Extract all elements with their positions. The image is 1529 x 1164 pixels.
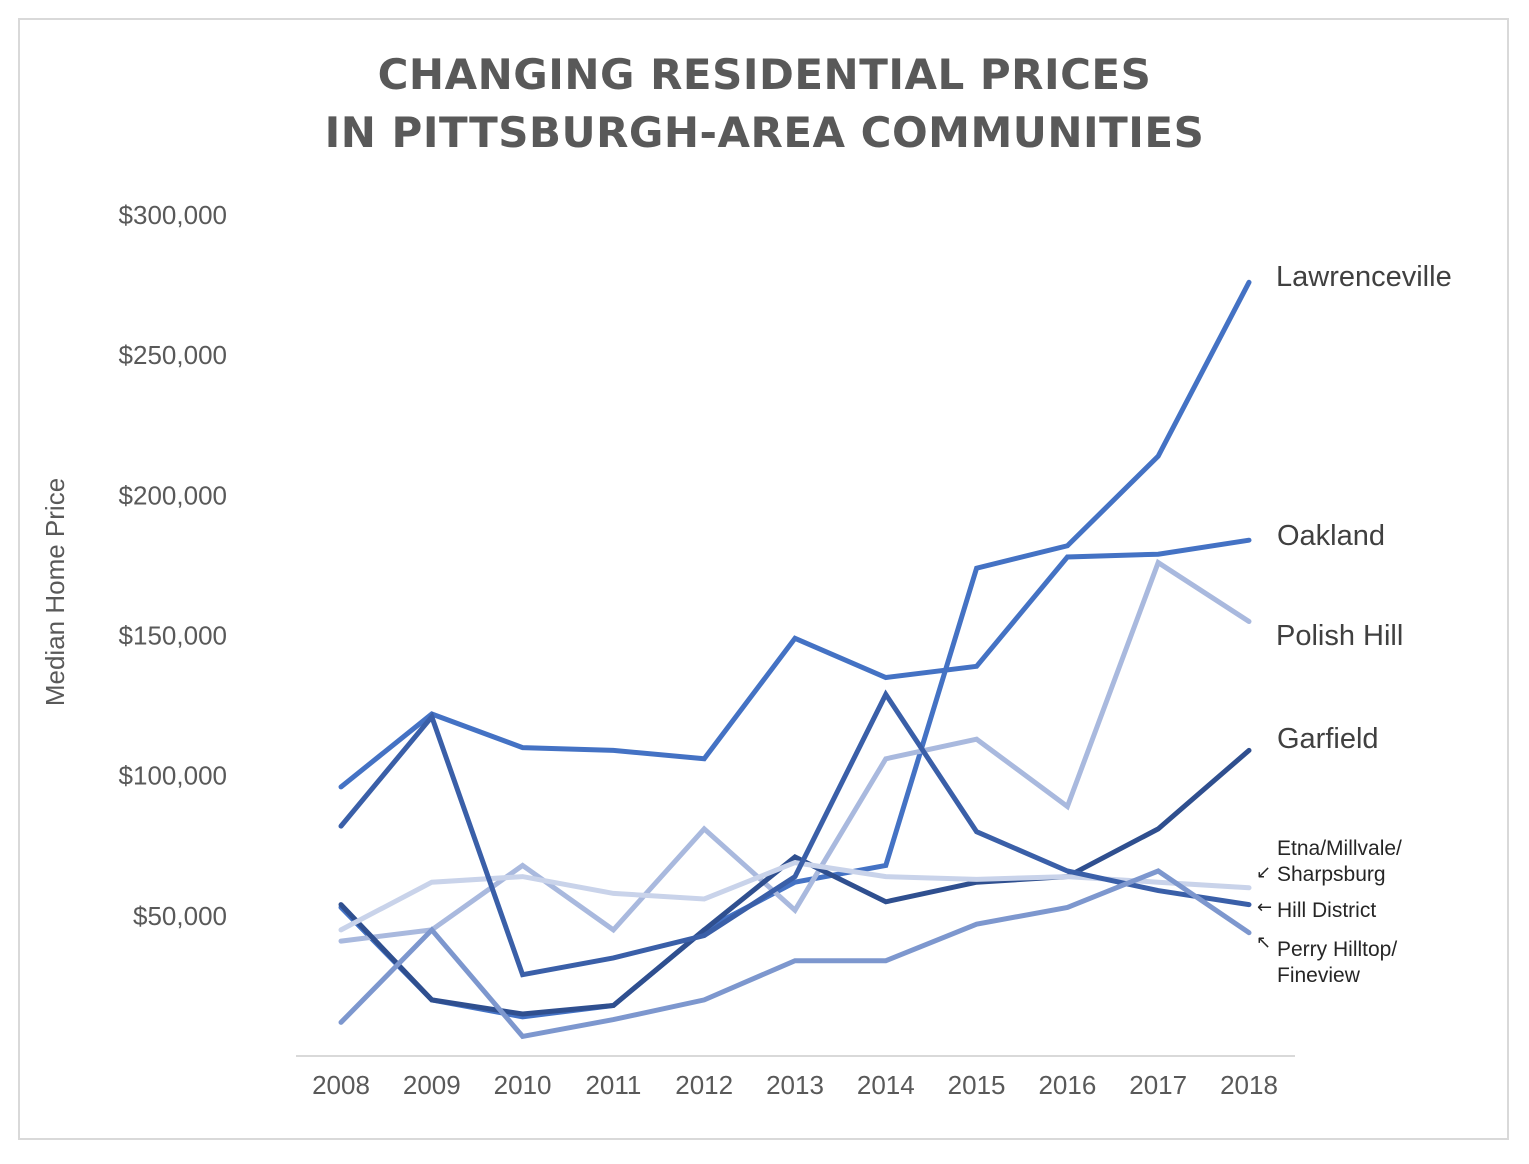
y-tick-label: $200,000 <box>119 480 227 510</box>
y-axis-label-group: Median Home Price <box>40 478 70 706</box>
x-tick-label: 2009 <box>403 1070 461 1100</box>
series-label-hill-district: Hill District <box>1277 899 1376 922</box>
series-line-hill-district <box>338 689 1252 978</box>
chart-title: CHANGING RESIDENTIAL PRICES IN PITTSBURG… <box>0 46 1529 162</box>
series-label-perry-hilltop-fineview: Perry Hilltop/Fineview <box>1277 938 1397 987</box>
x-tick-label: 2016 <box>1038 1070 1096 1100</box>
series-line-garfield <box>338 747 1252 1017</box>
y-tick-label: $300,000 <box>119 200 227 230</box>
x-tick-label: 2012 <box>675 1070 733 1100</box>
y-tick-label: $150,000 <box>119 621 227 651</box>
label-leader-arrow-icon: ↖ <box>1256 932 1271 953</box>
x-axis-ticks: 2008 2009 2010 2011 2012 2013 2014 2015 2016 2017… <box>312 1070 1278 1100</box>
x-tick-label: 2015 <box>948 1070 1006 1100</box>
y-axis-label: Median Home Price <box>40 478 70 706</box>
chart-title-line-1: CHANGING RESIDENTIAL PRICES <box>377 50 1152 99</box>
y-axis-ticks: $50,000 $100,000 $150,000 $200,000 $250,000 $… <box>119 200 227 931</box>
series-line-perry-hilltop-fineview <box>338 868 1252 1040</box>
x-tick-label: 2017 <box>1129 1070 1187 1100</box>
y-tick-label: $100,000 <box>119 761 227 791</box>
label-leader-arrow-icon: ↙ <box>1256 862 1271 883</box>
series-label-garfield: Garfield <box>1277 723 1379 755</box>
series-label-polish-hill: Polish Hill <box>1276 620 1403 652</box>
series-lines <box>338 279 1252 1040</box>
series-label-lawrenceville: Lawrenceville <box>1276 261 1452 293</box>
series-label-oakland: Oakland <box>1277 520 1385 552</box>
x-tick-label: 2008 <box>312 1070 370 1100</box>
x-tick-label: 2010 <box>494 1070 552 1100</box>
y-tick-label: $250,000 <box>119 340 227 370</box>
x-tick-label: 2011 <box>585 1070 641 1100</box>
label-leader-arrow-icon: ← <box>1257 897 1272 918</box>
x-tick-label: 2018 <box>1220 1070 1278 1100</box>
chart-frame <box>18 18 1509 1140</box>
y-tick-label: $50,000 <box>133 901 227 931</box>
chart-title-line-2: IN PITTSBURGH-AREA COMMUNITIES <box>324 108 1205 157</box>
x-tick-label: 2014 <box>857 1070 915 1100</box>
series-labels: Lawrenceville Oakland Polish Hill Garfield E… <box>1256 261 1452 987</box>
x-tick-label: 2013 <box>766 1070 824 1100</box>
series-line-oakland <box>338 537 1252 790</box>
series-label-etna-millvale-sharpsburg: Etna/Millvale/Sharpsburg <box>1277 837 1402 886</box>
